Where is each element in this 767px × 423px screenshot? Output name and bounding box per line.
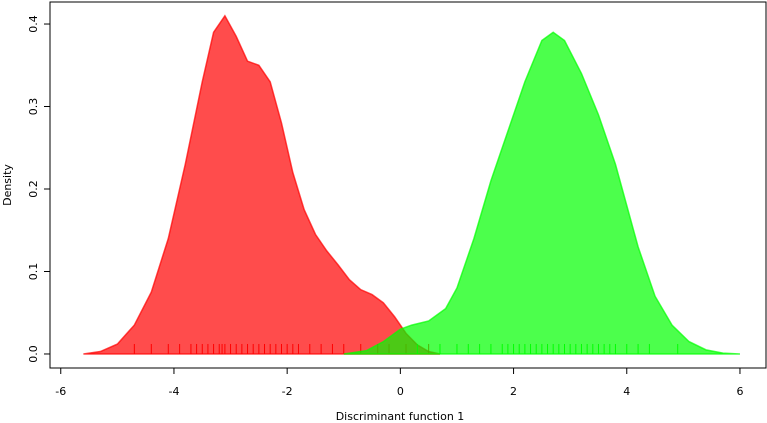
density-area [343, 31, 741, 355]
x-tick-label: 4 [623, 385, 630, 398]
x-tick-label: 0 [397, 385, 404, 398]
x-tick-label: 2 [510, 385, 517, 398]
y-tick-label: 0.0 [27, 345, 40, 363]
y-tick-label: 0.1 [27, 263, 40, 281]
x-tick-label: -4 [168, 385, 179, 398]
x-tick-label: -6 [55, 385, 66, 398]
y-tick-label: 0.2 [27, 180, 40, 198]
density-area [83, 14, 441, 355]
y-tick-label: 0.4 [27, 15, 40, 33]
y-axis-label: Density [1, 164, 14, 206]
x-axis-label: Discriminant function 1 [336, 410, 465, 423]
x-tick-label: -2 [282, 385, 293, 398]
y-tick-label: 0.3 [27, 98, 40, 116]
x-tick-label: 6 [736, 385, 743, 398]
